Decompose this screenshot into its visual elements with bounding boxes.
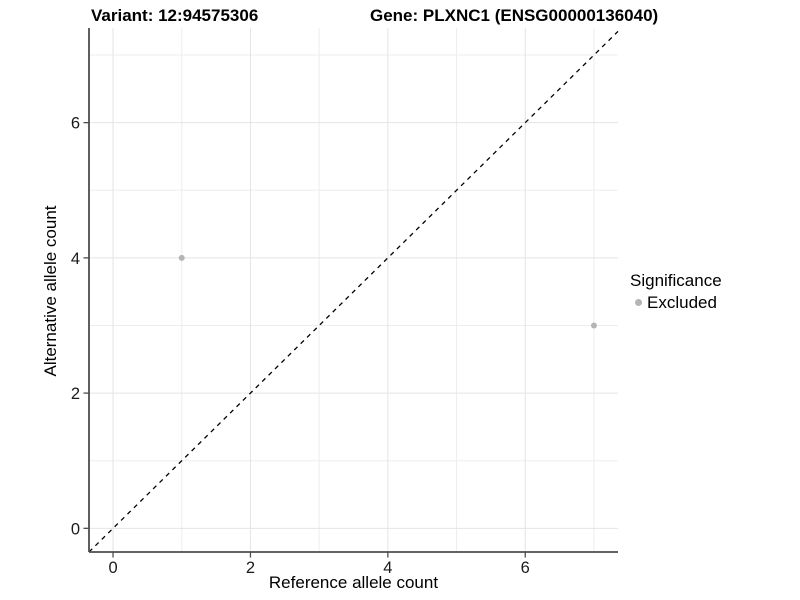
x-tick-label: 2 [246,559,255,577]
y-tick-label: 6 [71,115,80,133]
x-tick-label: 4 [383,559,392,577]
variant-title: Variant: 12:94575306 [91,6,259,25]
legend: Significance Excluded [630,271,722,312]
legend-title: Significance [630,271,722,290]
gene-title: Gene: PLXNC1 (ENSG00000136040) [370,6,659,25]
y-tick-label: 0 [71,520,80,538]
x-tick-label: 6 [521,559,530,577]
excluded-point-icon [635,299,642,306]
legend-entry-label: Excluded [647,292,717,312]
legend-entry-excluded: Excluded [630,293,722,312]
y-tick-label: 4 [71,250,80,268]
scatter-point [178,254,185,261]
x-tick-label: 0 [108,559,117,577]
x-axis-title: Reference allele count [268,573,439,592]
scatter-point [590,322,597,329]
y-axis-title: Alternative allele count [41,205,60,377]
y-tick-label: 2 [71,385,80,403]
identity-dashed-line [88,30,619,553]
